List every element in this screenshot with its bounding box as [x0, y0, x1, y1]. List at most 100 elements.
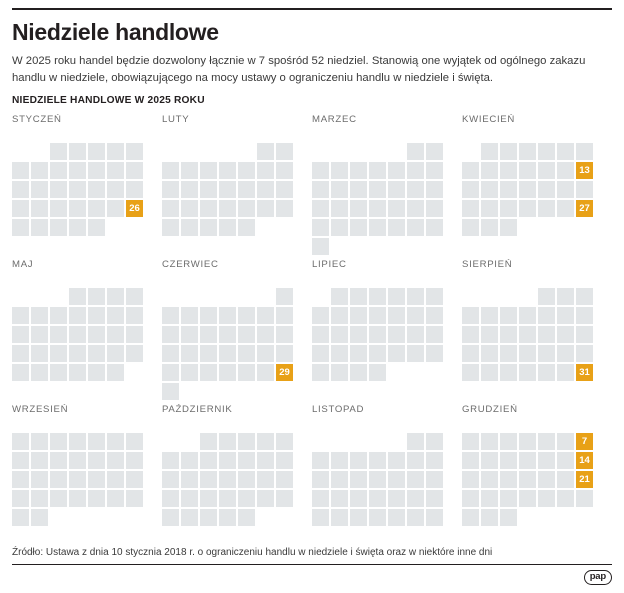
day-cell: [369, 219, 386, 236]
day-cell: [162, 509, 179, 526]
day-cell: [219, 219, 236, 236]
month-weeks: 7 14 21: [462, 433, 612, 526]
month-block: PAŹDZIERNIK: [162, 404, 312, 549]
day-cell: [388, 345, 405, 362]
day-cell: [238, 307, 255, 324]
day-cell: [519, 326, 536, 343]
day-cell: [238, 345, 255, 362]
day-cell: [88, 219, 105, 236]
day-cell-empty: [219, 383, 236, 400]
day-cell-empty: [519, 288, 536, 305]
day-cell: [538, 452, 555, 469]
day-cell: [426, 509, 443, 526]
day-cell: [388, 307, 405, 324]
day-cell: [31, 433, 48, 450]
day-cell: [162, 162, 179, 179]
month-label: LISTOPAD: [312, 404, 365, 415]
day-cell: [369, 509, 386, 526]
day-cell: [369, 471, 386, 488]
day-cell: [350, 162, 367, 179]
day-cell-empty: [107, 219, 124, 236]
day-cell: [31, 345, 48, 362]
day-cell: [69, 364, 86, 381]
day-cell: [162, 490, 179, 507]
day-cell: [312, 181, 329, 198]
day-cell: [276, 433, 293, 450]
month-block: KWIECIEŃ 13 27: [462, 114, 612, 259]
day-cell-empty: [388, 364, 405, 381]
week-row: [462, 181, 612, 198]
day-cell: [576, 143, 593, 160]
day-cell-empty: [462, 288, 479, 305]
month-weeks: [162, 143, 312, 236]
month-weeks: [12, 433, 162, 526]
section-subhead: NIEDZIELE HANDLOWE W 2025 ROKU: [12, 95, 205, 106]
day-cell: [519, 143, 536, 160]
day-cell: [576, 307, 593, 324]
day-cell: [519, 307, 536, 324]
day-cell-empty: [331, 143, 348, 160]
infographic-page: Niedziele handlowe W 2025 roku handel bę…: [0, 8, 624, 593]
day-cell: [238, 490, 255, 507]
day-cell-empty: [331, 238, 348, 255]
day-cell-empty: [181, 433, 198, 450]
day-cell-empty: [312, 433, 329, 450]
week-row: [312, 143, 462, 160]
day-cell: [126, 490, 143, 507]
day-cell: [462, 490, 479, 507]
day-cell: [557, 364, 574, 381]
week-row: [12, 162, 162, 179]
day-cell: [200, 490, 217, 507]
day-cell: [481, 326, 498, 343]
day-cell: [331, 364, 348, 381]
day-cell: [69, 200, 86, 217]
day-cell: [369, 364, 386, 381]
week-row: [312, 345, 462, 362]
day-cell: [576, 288, 593, 305]
day-cell: [500, 200, 517, 217]
day-cell: [462, 162, 479, 179]
day-cell: [519, 490, 536, 507]
day-cell: [12, 452, 29, 469]
day-cell: [181, 219, 198, 236]
month-label: SIERPIEŃ: [462, 259, 513, 270]
month-block: STYCZEŃ 26: [12, 114, 162, 259]
day-cell: [462, 452, 479, 469]
day-cell: [462, 219, 479, 236]
day-cell: [426, 345, 443, 362]
day-cell: [481, 219, 498, 236]
day-cell: [500, 162, 517, 179]
month-label: CZERWIEC: [162, 259, 219, 270]
day-cell: [162, 345, 179, 362]
day-cell: [407, 452, 424, 469]
week-row: [12, 288, 162, 305]
day-cell: [576, 345, 593, 362]
day-cell: [12, 181, 29, 198]
day-cell: [88, 490, 105, 507]
month-weeks: [312, 433, 462, 526]
month-label: STYCZEŃ: [12, 114, 62, 125]
week-row: [162, 452, 312, 469]
day-cell: [219, 471, 236, 488]
source-note: Źródło: Ustawa z dnia 10 stycznia 2018 r…: [12, 546, 493, 558]
day-cell: [31, 471, 48, 488]
day-cell: [519, 471, 536, 488]
week-row: [12, 143, 162, 160]
day-cell: [369, 326, 386, 343]
day-cell: [369, 162, 386, 179]
day-cell: [369, 307, 386, 324]
day-cell: [538, 471, 555, 488]
day-cell: [576, 326, 593, 343]
day-cell: [12, 200, 29, 217]
day-cell: [519, 345, 536, 362]
month-block: MARZEC: [312, 114, 462, 259]
month-weeks: [312, 143, 462, 255]
day-cell-empty: [257, 383, 274, 400]
day-cell: [88, 326, 105, 343]
day-cell: [500, 307, 517, 324]
day-cell: [500, 143, 517, 160]
day-cell: [276, 345, 293, 362]
day-cell: [107, 433, 124, 450]
week-row: [12, 490, 162, 507]
day-cell-empty: [462, 143, 479, 160]
